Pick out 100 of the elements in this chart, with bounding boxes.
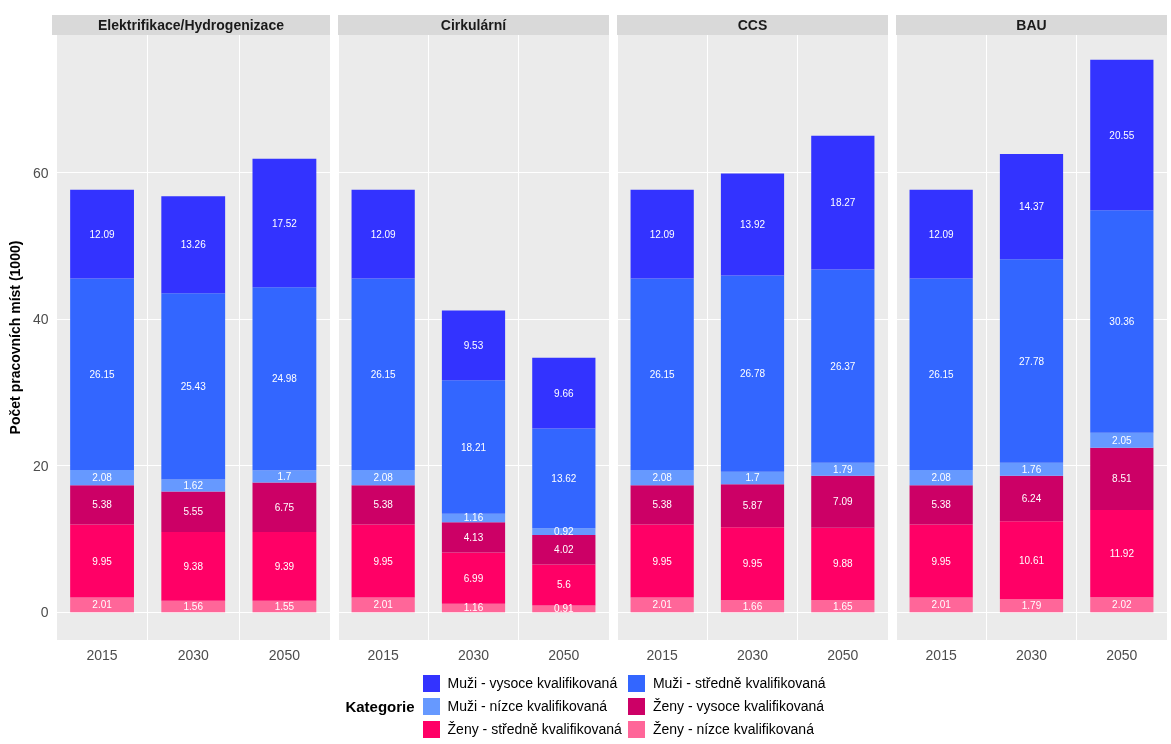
bar (70, 524, 134, 598)
data-label: 12.09 (649, 228, 676, 240)
data-label: 9.39 (274, 560, 295, 572)
data-label: 13.26 (180, 239, 207, 251)
data-label: 1.76 (1021, 463, 1042, 475)
data-label: 9.38 (183, 560, 204, 572)
bar (532, 428, 596, 529)
data-label: 6.75 (274, 501, 295, 513)
data-label: 9.66 (554, 387, 574, 399)
data-label: 26.15 (649, 368, 676, 380)
y-tick-label: 0 (40, 604, 49, 621)
bar (909, 524, 973, 598)
bar (720, 484, 785, 528)
bar (630, 597, 694, 613)
data-label: 17.52 (271, 217, 298, 229)
bar (161, 196, 226, 294)
data-label: 0.92 (554, 526, 574, 538)
bar (811, 269, 875, 463)
chart-title: BAU (896, 15, 1167, 35)
data-label: 2.01 (92, 599, 113, 611)
data-label: 5.38 (931, 499, 952, 511)
data-label: 1.62 (183, 479, 204, 491)
bar (999, 475, 1064, 522)
bar (441, 380, 506, 514)
x-tick-label: 2050 (1106, 647, 1138, 663)
data-label: 5.6 (556, 579, 572, 591)
bar (252, 482, 317, 533)
bar (811, 135, 875, 270)
data-label: 10.61 (1018, 554, 1045, 566)
data-label: 9.95 (373, 555, 394, 567)
data-label: 26.37 (830, 360, 856, 372)
x-tick-label: 2015 (925, 647, 957, 663)
legend-label: Ženy - středně kvalifikovaná (447, 721, 622, 737)
data-label: 1.7 (745, 472, 760, 484)
x-tick-label: 2015 (367, 647, 399, 663)
bar (909, 485, 973, 525)
legend-label: Muži - středně kvalifikovaná (652, 675, 826, 691)
bar (909, 597, 973, 613)
data-label: 9.95 (742, 558, 763, 570)
data-label: 7.09 (833, 496, 853, 508)
x-tick-label: 2050 (548, 647, 580, 663)
chart-title: Cirkulární (338, 15, 609, 35)
data-label: 2.08 (373, 472, 394, 484)
bar (70, 485, 134, 525)
bar (252, 470, 317, 483)
bar (70, 278, 134, 470)
data-label: 1.79 (1021, 600, 1042, 612)
bar (161, 532, 226, 601)
bar (1090, 447, 1154, 511)
x-tick-label: 2030 (1015, 647, 1048, 663)
data-label: 2.08 (931, 472, 952, 484)
bar (720, 275, 785, 472)
bar (999, 154, 1064, 260)
bar (811, 527, 875, 601)
bar (720, 173, 785, 276)
data-label: 2.01 (373, 599, 394, 611)
data-label: 9.95 (931, 555, 952, 567)
data-label: 18.27 (830, 197, 856, 209)
data-label: 18.21 (460, 441, 487, 453)
data-label: 12.09 (928, 228, 955, 240)
y-axis-title: Počet pracovních míst (1000) (7, 240, 23, 435)
bar (999, 462, 1064, 476)
x-tick-label: 2030 (736, 647, 769, 663)
data-label: 20.55 (1109, 129, 1135, 141)
bar (720, 527, 785, 601)
x-tick-label: 2030 (457, 647, 490, 663)
bar (532, 564, 596, 606)
data-label: 26.15 (928, 368, 955, 380)
data-label: 2.08 (92, 472, 113, 484)
bar (161, 293, 226, 480)
data-label: 5.38 (92, 499, 113, 511)
data-label: 1.66 (742, 600, 763, 612)
data-label: 8.51 (1112, 473, 1132, 485)
y-tick-label: 20 (32, 457, 49, 474)
data-label: 6.24 (1021, 492, 1042, 504)
data-label: 1.16 (463, 602, 484, 614)
bar (630, 189, 694, 279)
bar (811, 475, 875, 528)
bar (252, 158, 317, 288)
legend-label: Ženy - vysoce kvalifikovaná (652, 698, 825, 714)
data-label: 4.13 (463, 531, 484, 543)
data-label: 9.88 (833, 558, 853, 570)
data-label: 1.79 (833, 463, 853, 475)
bar (630, 278, 694, 470)
legend-title: Kategorie (345, 697, 415, 715)
x-tick-label: 2050 (827, 647, 859, 663)
x-tick-label: 2050 (268, 647, 301, 663)
legend-label: Muži - nízce kvalifikovaná (447, 698, 608, 714)
bar (1090, 59, 1154, 211)
data-label: 27.78 (1018, 355, 1045, 367)
bar (1090, 210, 1154, 433)
data-label: 25.43 (180, 380, 207, 392)
y-tick-label: 60 (32, 164, 49, 181)
data-label: 1.7 (277, 470, 292, 482)
x-tick-label: 2030 (177, 647, 210, 663)
bar (1090, 510, 1154, 598)
bar (351, 524, 415, 598)
bar (161, 491, 226, 533)
data-label: 26.15 (89, 368, 116, 380)
bar (252, 287, 317, 471)
